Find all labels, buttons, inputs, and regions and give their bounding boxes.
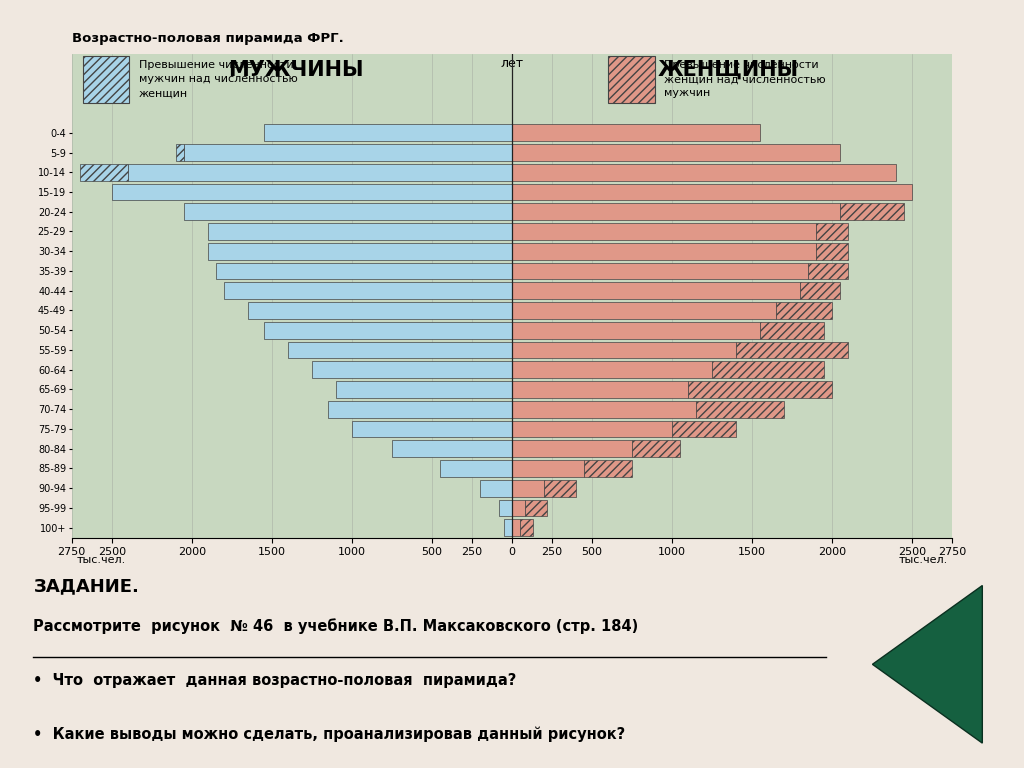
Bar [264,124,512,141]
Text: Возрастно-половая пирамида ФРГ.: Возрастно-половая пирамида ФРГ. [72,32,343,45]
Bar [512,223,816,240]
Bar [512,500,525,516]
Bar [328,401,512,418]
Bar [672,421,736,438]
Bar [440,460,512,477]
Bar [712,362,824,378]
Bar [352,421,512,438]
Text: лет: лет [501,57,523,70]
Bar [584,460,632,477]
Bar [216,263,512,280]
Text: •  Какие выводы можно сделать, проанализировав данный рисунок?: • Какие выводы можно сделать, проанализи… [34,727,626,742]
Bar [512,421,672,438]
FancyBboxPatch shape [608,56,654,103]
Bar [760,322,824,339]
Bar [312,362,512,378]
Bar [512,440,632,457]
Bar [512,204,841,220]
Bar [544,480,577,497]
Bar [512,322,760,339]
Bar [112,184,512,200]
Bar [512,283,800,300]
Bar [512,263,808,280]
Text: ЖЕНЩИНЫ: ЖЕНЩИНЫ [657,60,799,80]
Bar [224,283,512,300]
Bar [183,204,512,220]
Polygon shape [872,585,982,743]
Bar [808,263,848,280]
Bar [688,381,833,398]
Bar [176,144,183,161]
Bar [336,381,512,398]
Text: Превышение численности
мужчин над численностью
женщин: Превышение численности мужчин над числен… [139,61,298,98]
Bar [208,223,512,240]
Bar [512,164,896,180]
Bar [248,302,512,319]
Bar [841,204,904,220]
FancyBboxPatch shape [83,56,129,103]
Bar [776,302,833,319]
Bar [183,144,512,161]
Bar [816,223,848,240]
Text: тыс.чел.: тыс.чел. [77,555,126,565]
Text: •  Что  отражает  данная возрастно-половая  пирамида?: • Что отражает данная возрастно-половая … [34,673,517,687]
Bar [392,440,512,457]
Text: тыс.чел.: тыс.чел. [898,555,947,565]
Text: МУЖЧИНЫ: МУЖЧИНЫ [228,60,364,80]
Bar [80,164,128,180]
Bar [512,460,584,477]
Bar [512,519,520,536]
Bar [816,243,848,260]
Bar [736,342,848,359]
Bar [208,243,512,260]
Bar [696,401,784,418]
Bar [520,519,532,536]
Text: Превышение численности
женщин над численностью
мужчин: Превышение численности женщин над числен… [665,61,825,98]
Bar [128,164,512,180]
Bar [512,302,776,319]
Bar [632,440,680,457]
Bar [512,362,712,378]
Bar [499,500,512,516]
Bar [512,342,736,359]
Bar [512,144,841,161]
Bar [512,480,544,497]
Bar [525,500,547,516]
Bar [264,322,512,339]
Bar [512,401,696,418]
Bar [480,480,512,497]
Bar [288,342,512,359]
Bar [512,381,688,398]
Bar [512,124,760,141]
Bar [512,243,816,260]
Bar [800,283,841,300]
Bar [512,184,912,200]
Bar [504,519,512,536]
Text: Рассмотрите  рисунок  № 46  в учебнике В.П. Максаковского (стр. 184): Рассмотрите рисунок № 46 в учебнике В.П.… [34,619,639,634]
Text: ЗАДАНИЕ.: ЗАДАНИЕ. [34,578,139,595]
